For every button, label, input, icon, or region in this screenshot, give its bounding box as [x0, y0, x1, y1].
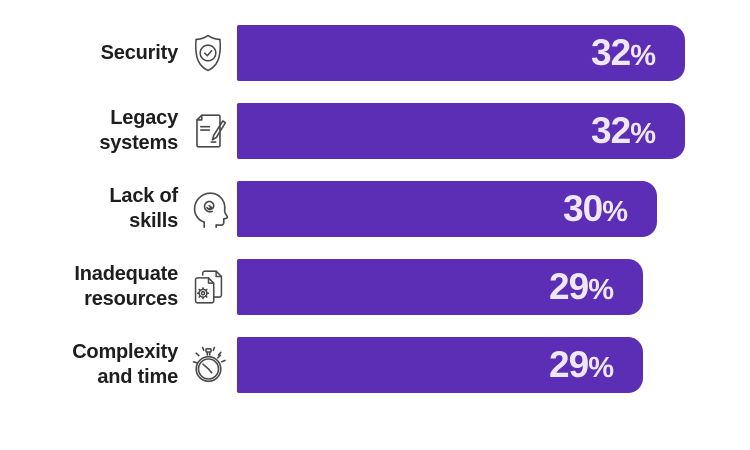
category-label: Security [0, 41, 179, 66]
chart-row: Legacy systems 32% [0, 103, 750, 159]
category-label-line: systems [99, 132, 178, 154]
value-label: 32% [591, 110, 656, 151]
bar-legacy-systems: 32% [237, 103, 685, 159]
chart-row: Security 32% [0, 25, 750, 81]
category-label-line: and time [97, 366, 178, 388]
category-label-line: resources [84, 288, 178, 310]
chart-row: Complexity and time 29% [0, 337, 750, 393]
documents-gear-icon [178, 264, 237, 310]
chart-row: Lack of skills 30% [0, 181, 750, 237]
value-label: 29% [549, 266, 614, 307]
document-edit-icon [178, 108, 237, 154]
category-label-line: Security [100, 41, 179, 64]
shield-check-icon [178, 31, 237, 75]
bar-lack-of-skills: 30% [237, 181, 657, 237]
bar-security: 32% [237, 25, 685, 81]
category-label-line: Legacy [110, 107, 178, 129]
stopwatch-icon [178, 341, 237, 389]
head-profile-icon [178, 186, 237, 232]
category-label: Complexity and time [0, 340, 178, 390]
category-label: Lack of skills [0, 184, 178, 234]
category-label: Legacy systems [0, 106, 178, 156]
category-label-line: Inadequate [74, 263, 178, 285]
value-label: 30% [563, 188, 628, 229]
category-label-line: Complexity [72, 341, 178, 363]
value-label: 29% [549, 344, 614, 385]
category-label-line: skills [129, 210, 178, 232]
chart-row: Inadequate resources 29% [0, 259, 750, 315]
bar-complexity-and-time: 29% [237, 337, 643, 393]
bar-inadequate-resources: 29% [237, 259, 643, 315]
value-label: 32% [591, 32, 656, 73]
category-label-line: Lack of [109, 185, 178, 207]
category-label: Inadequate resources [0, 262, 178, 312]
